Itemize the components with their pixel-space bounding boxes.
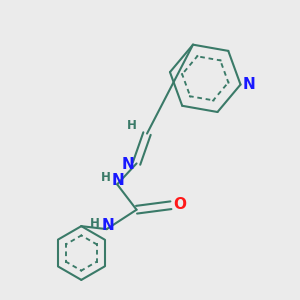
- Text: O: O: [173, 197, 186, 212]
- Text: H: H: [90, 217, 100, 230]
- Text: N: N: [122, 157, 135, 172]
- Text: H: H: [127, 119, 136, 132]
- Text: N: N: [243, 77, 256, 92]
- Text: H: H: [101, 171, 111, 184]
- Text: N: N: [101, 218, 114, 233]
- Text: N: N: [112, 173, 124, 188]
